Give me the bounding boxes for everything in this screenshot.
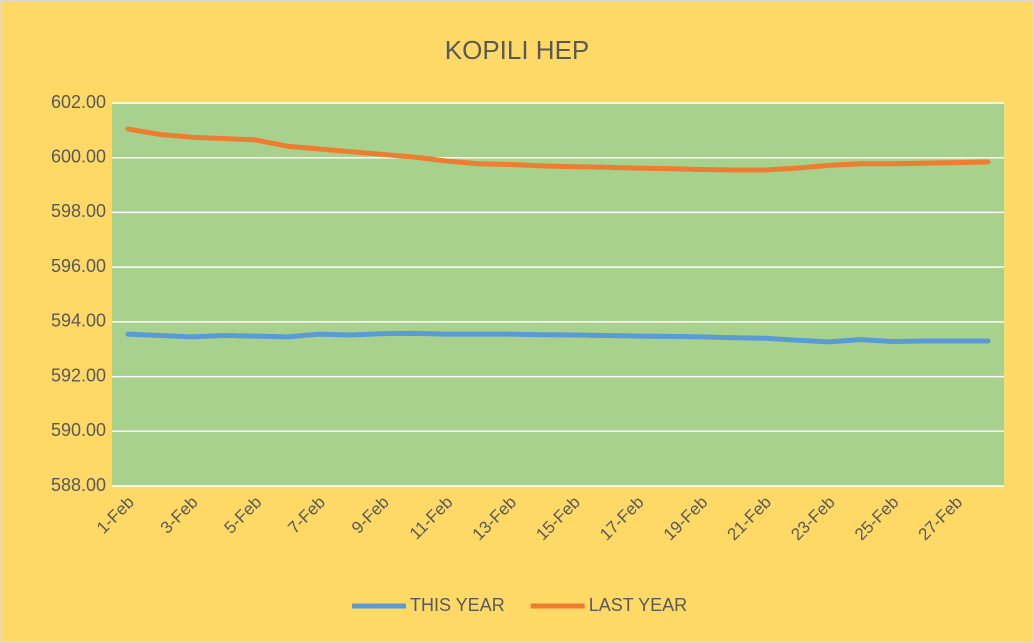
- series-line: [125, 330, 991, 345]
- y-tick-label: 594.00: [51, 311, 106, 331]
- legend-label: LAST YEAR: [589, 595, 687, 615]
- y-tick-label: 598.00: [51, 201, 106, 221]
- series-line: [125, 126, 991, 173]
- y-tick-label: 588.00: [51, 475, 106, 495]
- y-tick-label: 602.00: [51, 92, 106, 112]
- legend-label: THIS YEAR: [410, 595, 505, 615]
- y-tick-label: 600.00: [51, 146, 106, 166]
- y-tick-label: 592.00: [51, 365, 106, 385]
- plot-area: [112, 103, 1004, 486]
- y-tick-label: 590.00: [51, 420, 106, 440]
- y-tick-label: 596.00: [51, 256, 106, 276]
- chart-title: KOPILI HEP: [445, 35, 590, 65]
